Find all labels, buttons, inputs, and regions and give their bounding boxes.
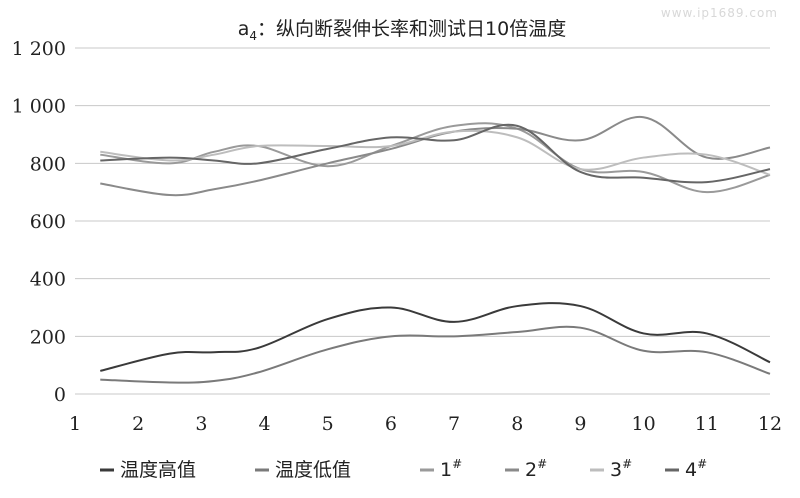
series-line-3 xyxy=(100,122,771,194)
series-line-1 xyxy=(100,302,771,372)
chart-title: a4：纵向断裂伸长率和测试日10倍温度 xyxy=(238,18,566,43)
watermark-text: www.ip1689.com xyxy=(660,6,778,20)
legend-label: 1# xyxy=(440,457,462,481)
x-tick-label: 1 xyxy=(69,413,81,435)
x-tick-label: 11 xyxy=(695,413,719,435)
y-tick-label: 800 xyxy=(30,153,66,175)
y-tick-label: 400 xyxy=(30,269,66,291)
x-tick-label: 12 xyxy=(758,413,782,435)
x-tick-label: 4 xyxy=(258,413,270,435)
y-tick-label: 1 000 xyxy=(12,96,66,118)
x-tick-label: 7 xyxy=(448,413,460,435)
legend-label: 3# xyxy=(610,457,632,481)
series-lines xyxy=(100,116,771,384)
chart-title-subscript: 4 xyxy=(249,29,257,43)
chart-title-main: a xyxy=(238,18,250,40)
x-axis-tick-labels: 1 2 3 4 5 6 7 8 9 10 11 12 xyxy=(69,413,782,435)
x-tick-label: 10 xyxy=(632,413,656,435)
y-tick-label: 600 xyxy=(30,211,66,233)
x-tick-label: 8 xyxy=(511,413,523,435)
x-tick-label: 9 xyxy=(574,413,586,435)
y-tick-label: 1 200 xyxy=(12,38,66,60)
series-line-5 xyxy=(100,129,771,176)
legend-label: 温度高值 xyxy=(120,459,196,481)
y-tick-label: 200 xyxy=(30,326,66,348)
x-tick-label: 5 xyxy=(322,413,334,435)
x-tick-label: 2 xyxy=(132,413,144,435)
legend-label: 4# xyxy=(685,457,707,481)
x-tick-label: 3 xyxy=(195,413,207,435)
gridlines xyxy=(75,47,770,395)
y-axis-tick-labels: 0 200 400 600 800 1 000 1 200 xyxy=(12,38,66,406)
legend-label: 温度低值 xyxy=(275,459,351,481)
series-line-2 xyxy=(100,325,771,384)
legend-label: 2# xyxy=(525,457,547,481)
y-tick-label: 0 xyxy=(54,384,66,406)
series-line-6 xyxy=(100,123,771,184)
legend: 温度高值 温度低值 1# 2# 3# 4# xyxy=(100,457,707,481)
chart-title-rest: ：纵向断裂伸长率和测试日10倍温度 xyxy=(257,18,566,40)
x-tick-label: 6 xyxy=(385,413,397,435)
